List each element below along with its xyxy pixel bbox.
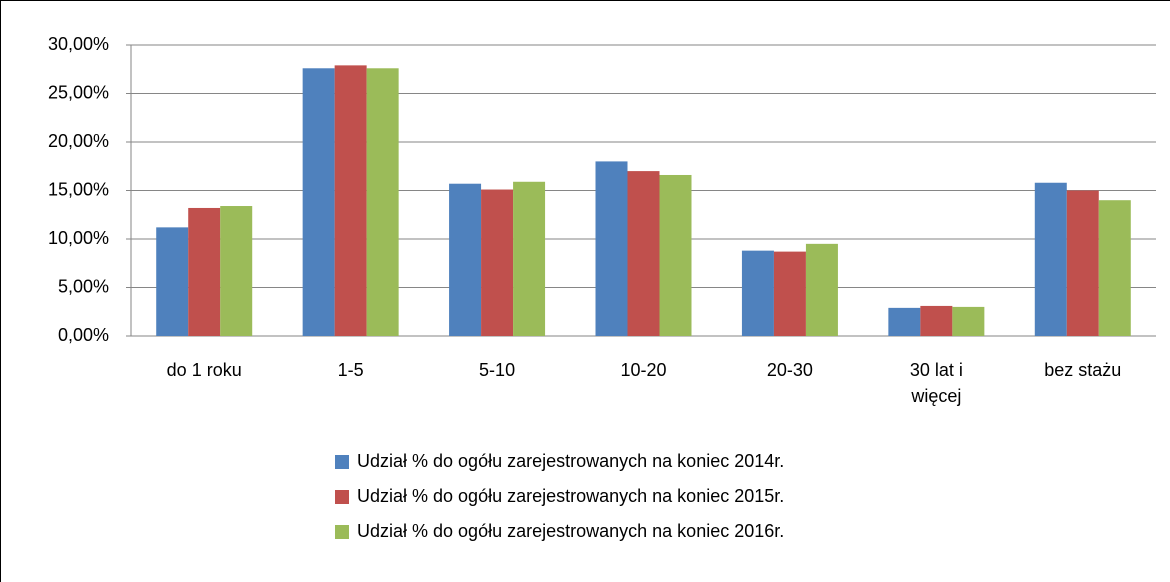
y-tick-label: 30,00% <box>48 34 109 54</box>
bar <box>805 243 838 336</box>
y-tick-label: 0,00% <box>58 325 109 345</box>
bar <box>627 171 660 336</box>
bar <box>888 307 921 336</box>
legend-swatch <box>335 490 349 504</box>
y-tick-label: 5,00% <box>58 276 109 296</box>
y-tick-label: 10,00% <box>48 228 109 248</box>
bar <box>220 206 253 336</box>
x-tick-label: bez stażu <box>1044 360 1122 380</box>
bar <box>513 181 546 336</box>
bar <box>1066 190 1099 336</box>
bar <box>659 174 692 336</box>
x-tick-label: do 1 roku <box>166 360 242 380</box>
bar <box>334 65 367 337</box>
legend-label: Udział % do ogółu zarejestrowanych na ko… <box>357 451 784 471</box>
bar <box>366 68 399 336</box>
bar <box>302 68 335 336</box>
y-tick-label: 20,00% <box>48 131 109 151</box>
x-tick-label: 30 lat i więcej <box>909 360 963 406</box>
x-tick-label: 5-10 <box>479 360 516 380</box>
y-tick-label: 15,00% <box>48 179 109 199</box>
bar <box>449 183 482 336</box>
legend-label: Udział % do ogółu zarejestrowanych na ko… <box>357 521 784 541</box>
bar <box>1034 182 1067 336</box>
bar <box>156 227 189 336</box>
bar <box>952 306 985 336</box>
bar <box>920 305 953 336</box>
legend-swatch <box>335 455 349 469</box>
y-tick-label: 25,00% <box>48 82 109 102</box>
bar <box>1098 200 1131 336</box>
legend-swatch <box>335 525 349 539</box>
x-tick-label: 20-30 <box>766 360 813 380</box>
bar <box>773 251 806 336</box>
legend-label: Udział % do ogółu zarejestrowanych na ko… <box>357 486 784 506</box>
bar <box>188 207 221 336</box>
bar <box>741 250 774 336</box>
x-tick-label: 10-20 <box>620 360 667 380</box>
bar <box>595 161 628 336</box>
bar <box>481 189 514 336</box>
x-tick-label: 1-5 <box>337 360 364 380</box>
